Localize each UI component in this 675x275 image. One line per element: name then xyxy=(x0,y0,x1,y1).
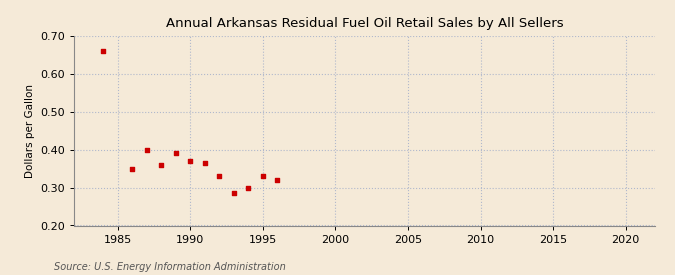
Text: Source: U.S. Energy Information Administration: Source: U.S. Energy Information Administ… xyxy=(54,262,286,271)
Point xyxy=(272,178,283,182)
Point xyxy=(171,151,182,156)
Title: Annual Arkansas Residual Fuel Oil Retail Sales by All Sellers: Annual Arkansas Residual Fuel Oil Retail… xyxy=(165,17,564,31)
Y-axis label: Dollars per Gallon: Dollars per Gallon xyxy=(25,84,35,178)
Point xyxy=(127,166,138,171)
Point xyxy=(243,185,254,190)
Point xyxy=(199,161,210,165)
Point xyxy=(258,174,269,178)
Point xyxy=(156,163,167,167)
Point xyxy=(214,174,225,178)
Point xyxy=(229,191,240,196)
Point xyxy=(98,49,109,53)
Point xyxy=(142,147,153,152)
Point xyxy=(185,159,196,163)
